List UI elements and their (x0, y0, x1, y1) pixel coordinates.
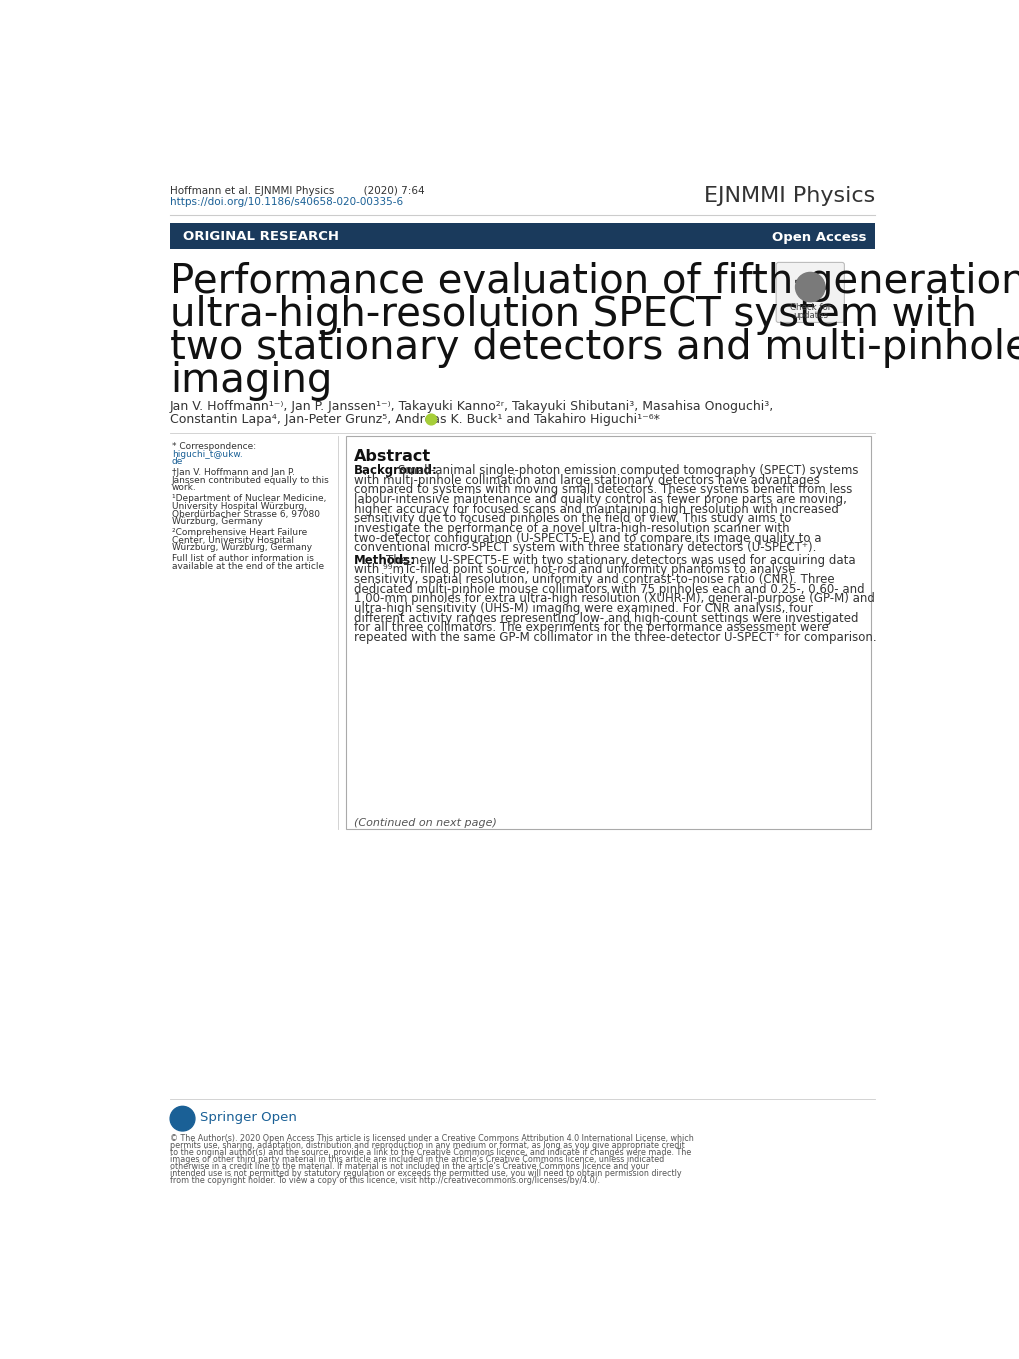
Text: different activity ranges representing low- and high-count settings were investi: different activity ranges representing l… (354, 612, 857, 625)
Text: available at the end of the article: available at the end of the article (171, 561, 323, 571)
Text: with ⁹⁹mTc-filled point source, hot-rod and uniformity phantoms to analyse: with ⁹⁹mTc-filled point source, hot-rod … (354, 564, 795, 576)
Text: Würzburg, Germany: Würzburg, Germany (171, 518, 262, 526)
Text: iD: iD (427, 417, 434, 423)
Text: Center, University Hospital: Center, University Hospital (171, 535, 293, 545)
Text: University Hospital Würzburg,: University Hospital Würzburg, (171, 501, 307, 511)
Text: ORIGINAL RESEARCH: ORIGINAL RESEARCH (183, 231, 339, 243)
Text: updates: updates (792, 311, 827, 319)
Text: Würzburg, Würzburg, Germany: Würzburg, Würzburg, Germany (171, 544, 312, 553)
Text: de: de (171, 457, 182, 466)
Text: two-detector configuration (U-SPECT5-E) and to compare its image quality to a: two-detector configuration (U-SPECT5-E) … (354, 531, 820, 545)
FancyBboxPatch shape (345, 436, 870, 829)
Text: Σ: Σ (176, 1110, 189, 1128)
Text: otherwise in a credit line to the material. If material is not included in the a: otherwise in a credit line to the materi… (170, 1162, 648, 1170)
Circle shape (795, 272, 824, 302)
Text: intended use is not permitted by statutory regulation or exceeds the permitted u: intended use is not permitted by statuto… (170, 1169, 681, 1178)
Text: Open Access: Open Access (770, 231, 865, 243)
Text: 1.00-mm pinholes for extra ultra-high resolution (XUHR-M), general-purpose (GP-M: 1.00-mm pinholes for extra ultra-high re… (354, 593, 874, 605)
Text: work.: work. (171, 484, 197, 492)
Text: with multi-pinhole collimation and large stationary detectors have advantages: with multi-pinhole collimation and large… (354, 474, 819, 487)
Text: ¹Department of Nuclear Medicine,: ¹Department of Nuclear Medicine, (171, 495, 326, 503)
Text: conventional micro-SPECT system with three stationary detectors (U-SPECT⁺).: conventional micro-SPECT system with thr… (354, 541, 815, 554)
Text: ultra-high-resolution SPECT system with: ultra-high-resolution SPECT system with (170, 295, 976, 334)
Text: © The Author(s). 2020 Open Access This article is licensed under a Creative Comm: © The Author(s). 2020 Open Access This a… (170, 1133, 693, 1143)
FancyBboxPatch shape (775, 262, 844, 322)
Text: from the copyright holder. To view a copy of this licence, visit http://creative: from the copyright holder. To view a cop… (170, 1176, 599, 1185)
Text: Small-animal single-photon emission computed tomography (SPECT) systems: Small-animal single-photon emission comp… (397, 465, 857, 477)
Text: compared to systems with moving small detectors. These systems benefit from less: compared to systems with moving small de… (354, 484, 851, 496)
Text: Hoffmann et al. EJNMMI Physics         (2020) 7:64: Hoffmann et al. EJNMMI Physics (2020) 7:… (170, 186, 424, 196)
Text: Background:: Background: (354, 465, 437, 477)
Text: sensitivity, spatial resolution, uniformity and contrast-to-noise ratio (CNR). T: sensitivity, spatial resolution, uniform… (354, 573, 834, 586)
Text: imaging: imaging (170, 361, 332, 401)
Text: Jan V. Hoffmann¹⁻⁾, Jan P. Janssen¹⁻⁾, Takayuki Kanno²ʳ, Takayuki Shibutani³, Ma: Jan V. Hoffmann¹⁻⁾, Jan P. Janssen¹⁻⁾, T… (170, 401, 773, 413)
Text: two stationary detectors and multi-pinhole: two stationary detectors and multi-pinho… (170, 328, 1019, 368)
Text: https://doi.org/10.1186/s40658-020-00335-6: https://doi.org/10.1186/s40658-020-00335… (170, 197, 403, 207)
Text: (Continued on next page): (Continued on next page) (354, 818, 496, 828)
Text: Full list of author information is: Full list of author information is (171, 554, 313, 563)
Text: to the original author(s) and the source, provide a link to the Creative Commons: to the original author(s) and the source… (170, 1148, 691, 1157)
Text: dedicated multi-pinhole mouse collimators with 75 pinholes each and 0.25-, 0.60-: dedicated multi-pinhole mouse collimator… (354, 583, 863, 595)
Text: sensitivity due to focused pinholes on the field of view. This study aims to: sensitivity due to focused pinholes on t… (354, 512, 791, 526)
Text: ultra-high sensitivity (UHS-M) imaging were examined. For CNR analysis, four: ultra-high sensitivity (UHS-M) imaging w… (354, 602, 812, 616)
Text: The new U-SPECT5-E with two stationary detectors was used for acquiring data: The new U-SPECT5-E with two stationary d… (385, 554, 855, 567)
Text: Oberdürbacher Strasse 6, 97080: Oberdürbacher Strasse 6, 97080 (171, 510, 319, 519)
Text: labour-intensive maintenance and quality control as fewer prone parts are moving: labour-intensive maintenance and quality… (354, 493, 846, 506)
Text: permits use, sharing, adaptation, distribution and reproduction in any medium or: permits use, sharing, adaptation, distri… (170, 1142, 684, 1150)
Circle shape (426, 414, 436, 425)
Text: †Jan V. Hoffmann and Jan P.: †Jan V. Hoffmann and Jan P. (171, 467, 294, 477)
Text: Springer Open: Springer Open (200, 1110, 297, 1124)
Text: Check for: Check for (789, 303, 830, 313)
Text: images or other third party material in this article are included in the article: images or other third party material in … (170, 1155, 663, 1163)
Text: * Correspondence:: * Correspondence: (171, 442, 259, 451)
Text: Constantin Lapa⁴, Jan-Peter Grunz⁵, Andreas K. Buck¹ and Takahiro Higuchi¹⁻⁶*: Constantin Lapa⁴, Jan-Peter Grunz⁵, Andr… (170, 413, 659, 427)
Text: Methods:: Methods: (354, 554, 416, 567)
Text: Janssen contributed equally to this: Janssen contributed equally to this (171, 476, 329, 485)
Text: higuchi_t@ukw.: higuchi_t@ukw. (171, 450, 243, 458)
Circle shape (170, 1106, 195, 1131)
Text: higher accuracy for focused scans and maintaining high resolution with increased: higher accuracy for focused scans and ma… (354, 503, 838, 515)
Text: ²Comprehensive Heart Failure: ²Comprehensive Heart Failure (171, 529, 307, 537)
Text: EJNMMI Physics: EJNMMI Physics (703, 186, 874, 207)
Text: Performance evaluation of fifth-generation: Performance evaluation of fifth-generati… (170, 262, 1019, 302)
Text: repeated with the same GP-M collimator in the three-detector U-SPECT⁺ for compar: repeated with the same GP-M collimator i… (354, 631, 875, 644)
Text: for all three collimators. The experiments for the performance assessment were: for all three collimators. The experimen… (354, 621, 827, 635)
FancyBboxPatch shape (170, 223, 874, 249)
Text: Abstract: Abstract (354, 448, 430, 463)
Text: investigate the performance of a novel ultra-high-resolution scanner with: investigate the performance of a novel u… (354, 522, 789, 535)
